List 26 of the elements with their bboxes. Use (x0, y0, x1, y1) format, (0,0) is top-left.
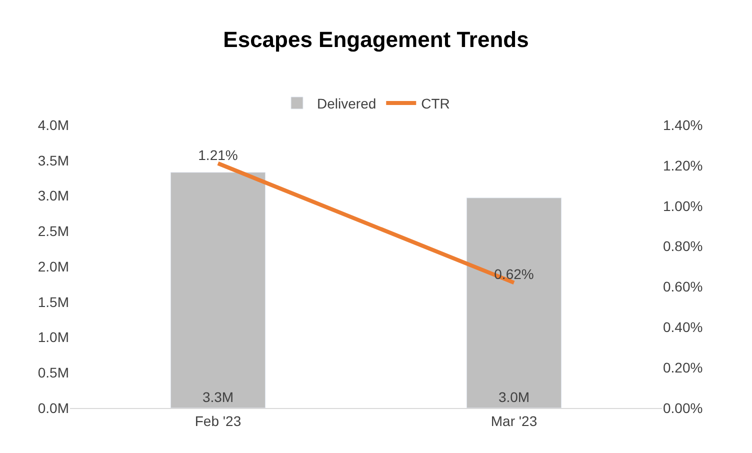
y2-tick-label: 0.20% (663, 359, 703, 376)
legend-label: Delivered (317, 95, 376, 112)
data-label: 3.0M (498, 389, 530, 405)
y-tick-label: 2.0M (38, 258, 69, 274)
y2-tick-label: 0.60% (663, 278, 703, 295)
y-tick-label: 4.0M (38, 116, 69, 133)
data-label: 1.21% (198, 146, 238, 163)
y-tick-label: 0.0M (38, 400, 69, 416)
y2-tick-label: 0.40% (663, 319, 703, 336)
y-tick-label: 3.0M (38, 188, 69, 204)
data-label: 3.3M (202, 389, 234, 405)
y2-tick-label: 0.00% (663, 400, 703, 416)
data-label: 0.62% (494, 266, 534, 282)
y-tick-label: 1.0M (38, 329, 69, 346)
y-tick-label: 3.5M (38, 152, 69, 168)
y2-tick-label: 1.40% (663, 116, 703, 133)
y2-tick-label: 1.20% (663, 157, 703, 174)
y2-tick-label: 1.00% (663, 198, 703, 214)
y2-tick-label: 0.80% (663, 238, 703, 254)
y-tick-label: 1.5M (38, 294, 69, 310)
y-tick-label: 2.5M (38, 223, 69, 240)
x-tick-label: Mar '23 (490, 412, 538, 429)
legend-label: CTR (421, 95, 450, 112)
x-tick-label: Feb '23 (194, 412, 242, 429)
chart-title: Escapes Engagement Trends (223, 27, 529, 52)
y-tick-label: 0.5M (38, 364, 69, 381)
